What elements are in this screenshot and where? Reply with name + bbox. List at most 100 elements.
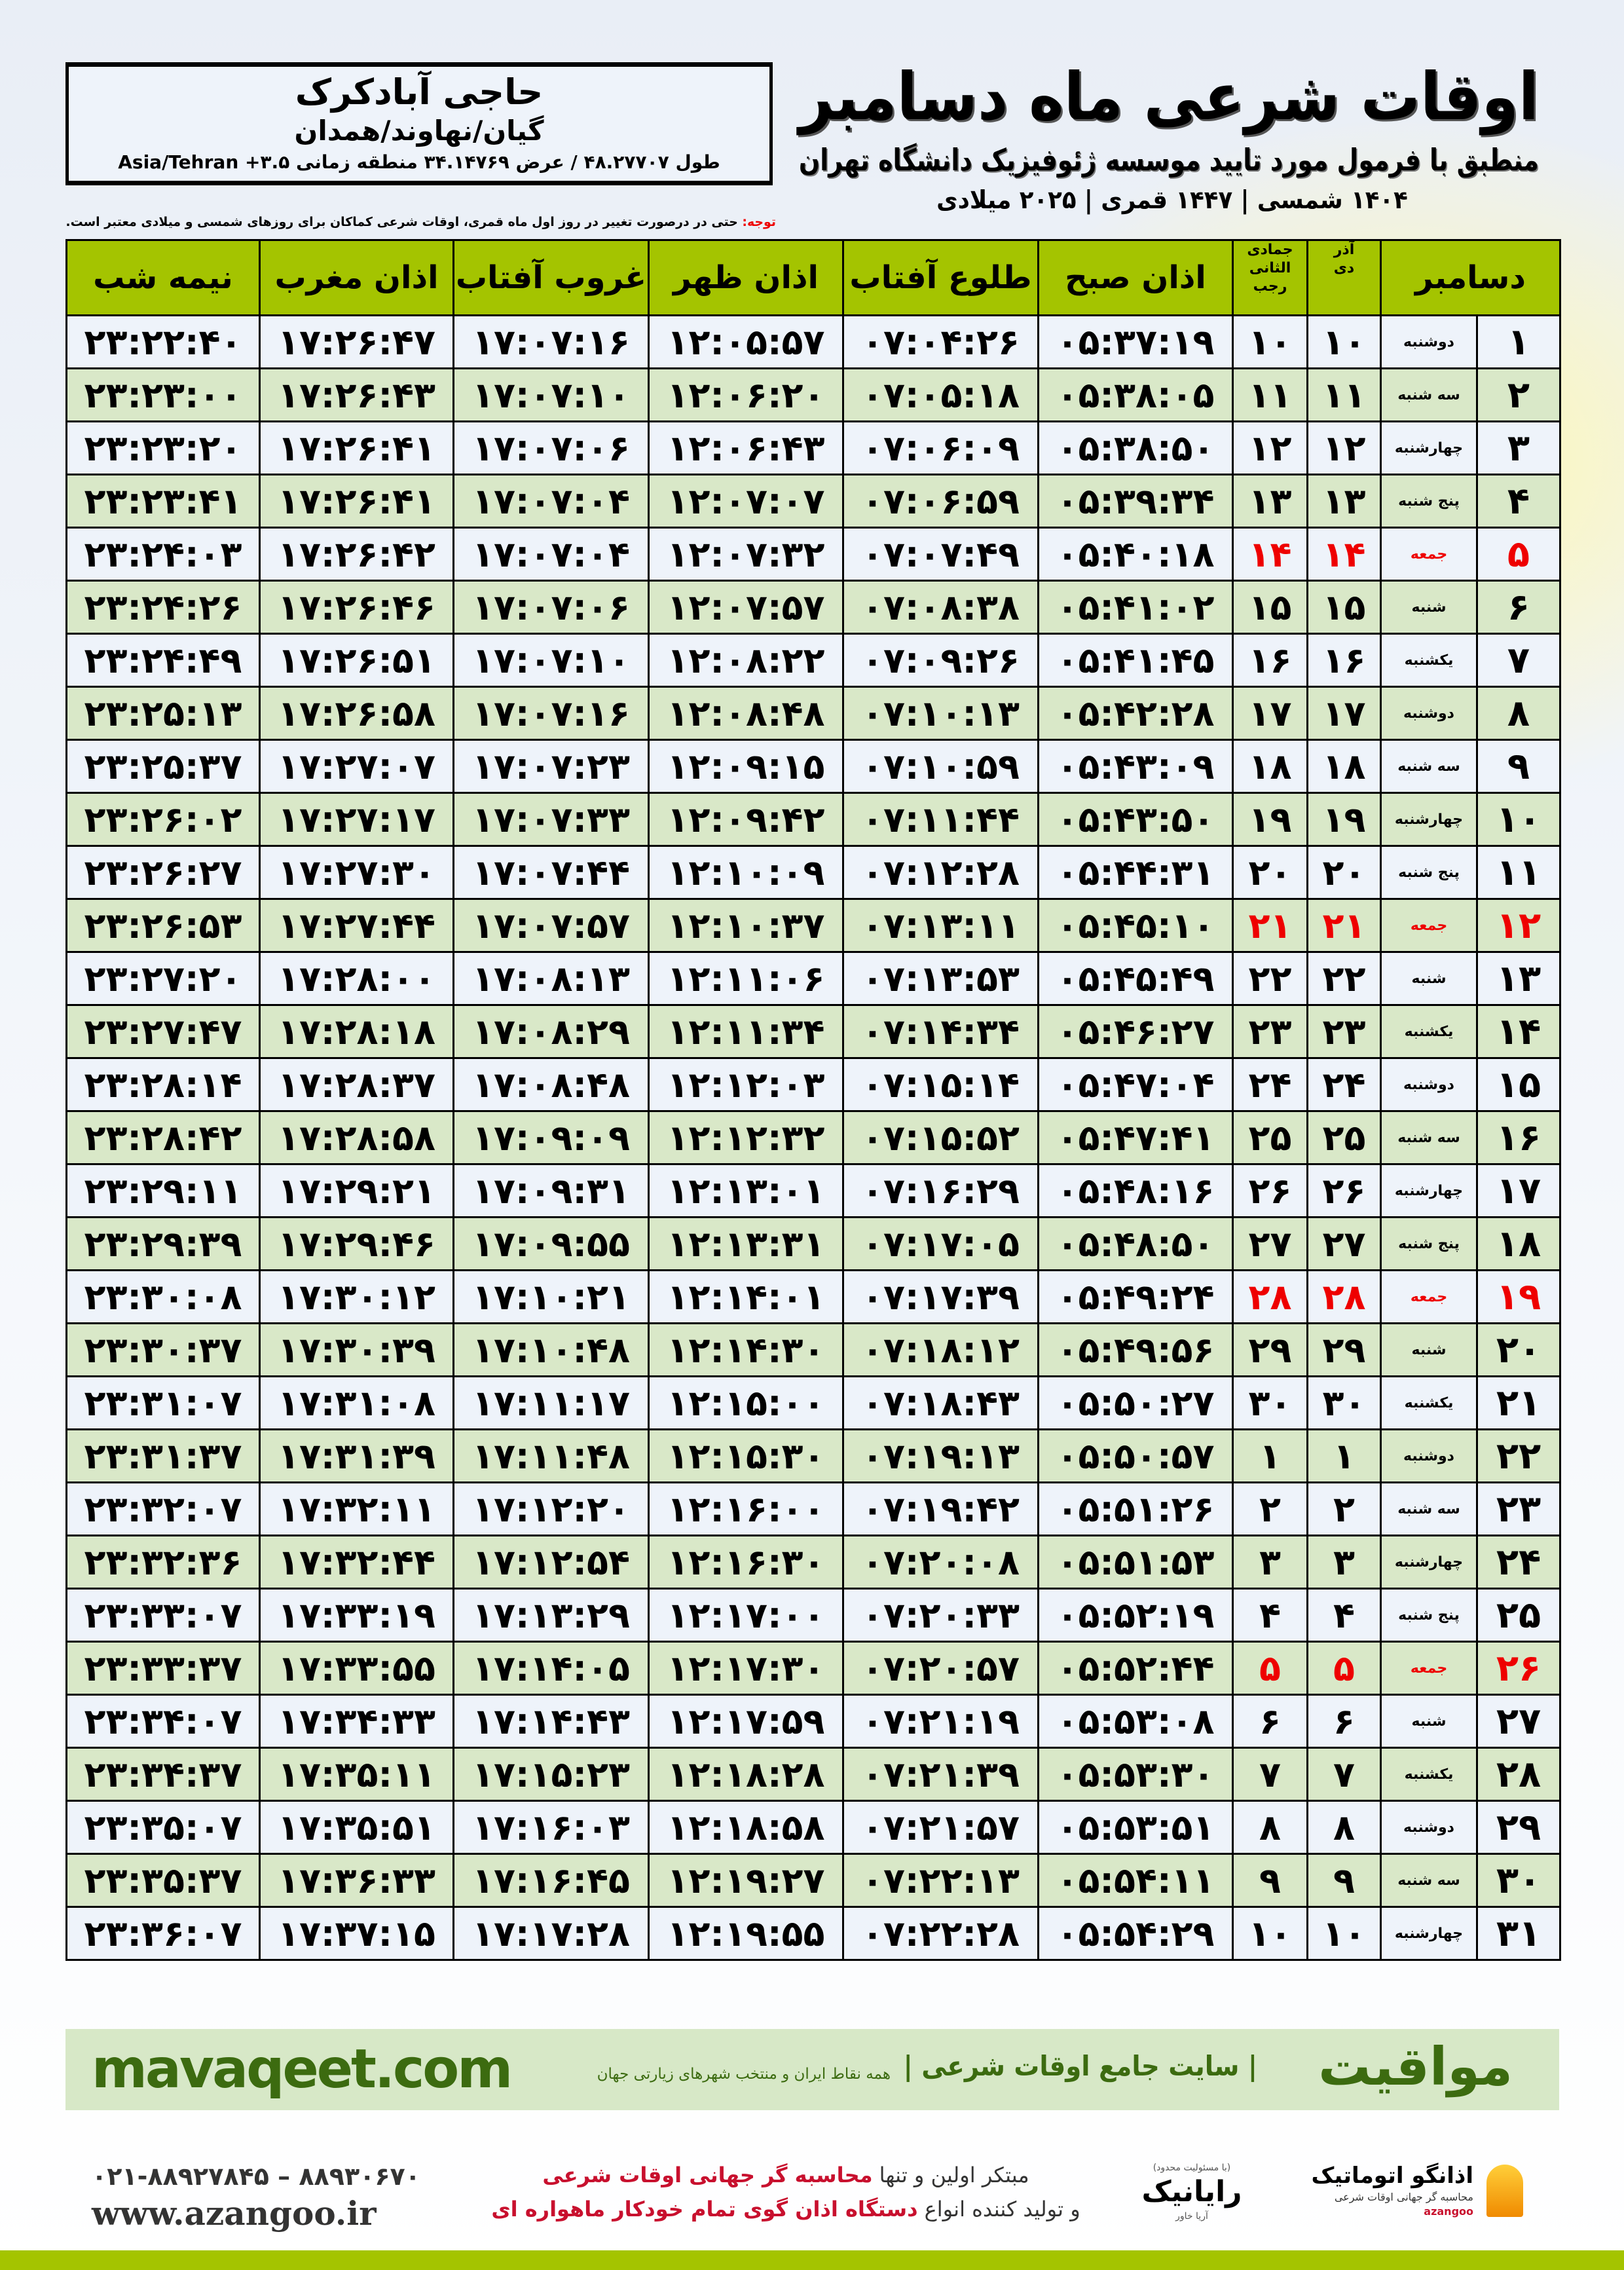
time-sobh: ۰۵:۴۹:۲۴	[1037, 1269, 1234, 1324]
time-ghorub: ۱۷:۰۷:۰۴	[452, 474, 650, 529]
time-tolu: ۰۷:۱۱:۴۴	[842, 792, 1039, 847]
time-sobh: ۰۵:۳۸:۰۵	[1037, 367, 1234, 422]
weekday: پنج شنبه	[1380, 845, 1478, 900]
time-zohr: ۱۲:۱۹:۲۷	[648, 1853, 844, 1908]
shamsi-day: ۲۷	[1306, 1216, 1382, 1271]
time-sobh: ۰۵:۴۲:۲۸	[1037, 686, 1234, 741]
time-ghorub: ۱۷:۰۷:۰۶	[452, 420, 650, 475]
time-maghrib: ۱۷:۲۷:۰۷	[259, 739, 454, 794]
time-sobh: ۰۵:۴۶:۲۷	[1037, 1004, 1234, 1059]
time-zohr: ۱۲:۰۹:۴۲	[648, 792, 844, 847]
shamsi-day: ۱۵	[1306, 580, 1382, 635]
shamsi-day: ۱۷	[1306, 686, 1382, 741]
time-nimeshab: ۲۳:۲۸:۴۲	[65, 1110, 261, 1165]
time-sobh: ۰۵:۵۳:۵۱	[1037, 1800, 1234, 1855]
promo-line-1: مبتکر اولین و تنها محاسبه گر جهانی اوقات…	[478, 2161, 1094, 2189]
time-maghrib: ۱۷:۳۱:۰۸	[259, 1375, 454, 1430]
day-number: ۱۲	[1476, 898, 1561, 953]
rayanik-sub: آریا خاور	[1175, 2211, 1208, 2222]
col-header-maghrib: اذان مغرب	[259, 239, 454, 316]
time-tolu: ۰۷:۱۵:۵۲	[842, 1110, 1039, 1165]
qamari-day: ۲۲	[1232, 951, 1308, 1006]
time-maghrib: ۱۷:۳۲:۴۴	[259, 1535, 454, 1590]
weekday: شنبه	[1380, 951, 1478, 1006]
shamsi-day: ۱۰	[1306, 314, 1382, 369]
day-number: ۴	[1476, 474, 1561, 529]
rayanik-name: رایانیک	[1141, 2175, 1242, 2208]
col-header-qamari-top: جمادی الثانی	[1247, 242, 1293, 277]
time-sobh: ۰۵:۴۷:۴۱	[1037, 1110, 1234, 1165]
time-zohr: ۱۲:۱۱:۳۴	[648, 1004, 844, 1059]
time-maghrib: ۱۷:۳۳:۱۹	[259, 1588, 454, 1643]
day-number: ۱۳	[1476, 951, 1561, 1006]
time-zohr: ۱۲:۱۸:۲۸	[648, 1747, 844, 1802]
time-maghrib: ۱۷:۲۶:۴۱	[259, 420, 454, 475]
time-zohr: ۱۲:۱۲:۰۳	[648, 1057, 844, 1112]
col-header-tolu: طلوع آفتاب	[842, 239, 1039, 316]
site-url[interactable]: mavaqeet.com	[92, 2038, 513, 2100]
time-ghorub: ۱۷:۰۸:۲۹	[452, 1004, 650, 1059]
time-tolu: ۰۷:۱۷:۳۹	[842, 1269, 1039, 1324]
time-ghorub: ۱۷:۰۷:۲۳	[452, 739, 650, 794]
weekday: سه شنبه	[1380, 1110, 1478, 1165]
col-header-qamari-month: رجب	[1253, 278, 1287, 295]
time-ghorub: ۱۷:۰۷:۱۰	[452, 367, 650, 422]
day-number: ۱۱	[1476, 845, 1561, 900]
time-ghorub: ۱۷:۰۹:۵۵	[452, 1216, 650, 1271]
time-sobh: ۰۵:۴۰:۱۸	[1037, 527, 1234, 582]
day-number: ۱۶	[1476, 1110, 1561, 1165]
qamari-day: ۸	[1232, 1800, 1308, 1855]
time-maghrib: ۱۷:۲۶:۴۱	[259, 474, 454, 529]
shamsi-day: ۱	[1306, 1428, 1382, 1483]
time-ghorub: ۱۷:۱۲:۵۴	[452, 1535, 650, 1590]
shamsi-day: ۲۰	[1306, 845, 1382, 900]
time-zohr: ۱۲:۱۴:۳۰	[648, 1322, 844, 1377]
col-header-shamsi: آذر دی	[1306, 239, 1382, 316]
time-nimeshab: ۲۳:۲۹:۱۱	[65, 1163, 261, 1218]
time-nimeshab: ۲۳:۳۳:۳۷	[65, 1641, 261, 1696]
qamari-day: ۲	[1232, 1481, 1308, 1536]
time-maghrib: ۱۷:۳۰:۱۲	[259, 1269, 454, 1324]
time-zohr: ۱۲:۰۸:۲۲	[648, 633, 844, 688]
weekday: جمعه	[1380, 898, 1478, 953]
col-header-nimeshab: نیمه شب	[65, 239, 261, 316]
qamari-day: ۳	[1232, 1535, 1308, 1590]
qamari-day: ۹	[1232, 1853, 1308, 1908]
table-row: ۱۵ دوشنبه ۲۴ ۲۴ ۰۵:۴۷:۰۴ ۰۷:۱۵:۱۴ ۱۲:۱۲:۰۳ ۱۷:۰…	[65, 1057, 1561, 1112]
promo-2a: و تولید کننده انواع	[917, 2197, 1080, 2222]
time-sobh: ۰۵:۵۰:۵۷	[1037, 1428, 1234, 1483]
day-number: ۲۹	[1476, 1800, 1561, 1855]
shamsi-day: ۱۳	[1306, 474, 1382, 529]
prayer-times-table: دسامبر آذر دی جمادی الثانی رجب اذان صبح طل…	[65, 239, 1561, 1961]
qamari-day: ۱۲	[1232, 420, 1308, 475]
time-sobh: ۰۵:۵۲:۱۹	[1037, 1588, 1234, 1643]
time-zohr: ۱۲:۱۰:۰۹	[648, 845, 844, 900]
time-zohr: ۱۲:۰۷:۰۷	[648, 474, 844, 529]
time-zohr: ۱۲:۰۶:۴۳	[648, 420, 844, 475]
time-zohr: ۱۲:۰۷:۳۲	[648, 527, 844, 582]
time-ghorub: ۱۷:۰۸:۴۸	[452, 1057, 650, 1112]
time-ghorub: ۱۷:۰۸:۱۳	[452, 951, 650, 1006]
shamsi-day: ۲۱	[1306, 898, 1382, 953]
year-line: ۱۴۰۴ شمسی | ۱۴۴۷ قمری | ۲۰۲۵ میلادی	[936, 185, 1408, 214]
qamari-day: ۲۵	[1232, 1110, 1308, 1165]
weekday: یکشنبه	[1380, 633, 1478, 688]
day-number: ۸	[1476, 686, 1561, 741]
time-tolu: ۰۷:۲۱:۳۹	[842, 1747, 1039, 1802]
time-tolu: ۰۷:۱۷:۰۵	[842, 1216, 1039, 1271]
time-tolu: ۰۷:۲۱:۱۹	[842, 1694, 1039, 1749]
day-number: ۲۳	[1476, 1481, 1561, 1536]
col-header-day: دسامبر	[1380, 239, 1561, 316]
time-tolu: ۰۷:۱۵:۱۴	[842, 1057, 1039, 1112]
weekday: دوشنبه	[1380, 686, 1478, 741]
time-ghorub: ۱۷:۰۷:۰۴	[452, 527, 650, 582]
time-tolu: ۰۷:۰۴:۲۶	[842, 314, 1039, 369]
time-maghrib: ۱۷:۳۷:۱۵	[259, 1906, 454, 1961]
table-row: ۲۴ چهارشنبه ۳ ۳ ۰۵:۵۱:۵۳ ۰۷:۲۰:۰۸ ۱۲:۱۶:۳۰ ۱۷:۱…	[65, 1535, 1561, 1590]
col-header-qamari: جمادی الثانی رجب	[1232, 239, 1308, 316]
azangoo-url[interactable]: www.azangoo.ir	[92, 2194, 377, 2233]
time-nimeshab: ۲۳:۳۰:۰۸	[65, 1269, 261, 1324]
day-number: ۳۰	[1476, 1853, 1561, 1908]
weekday: جمعه	[1380, 1641, 1478, 1696]
time-ghorub: ۱۷:۱۱:۱۷	[452, 1375, 650, 1430]
